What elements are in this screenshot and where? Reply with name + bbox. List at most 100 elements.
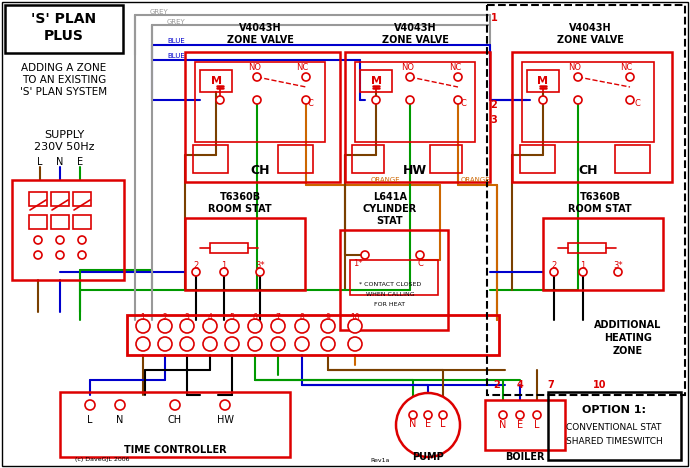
Text: T6360B: T6360B	[580, 192, 620, 202]
Bar	[520, 145, 555, 173]
Text: BLUE: BLUE	[167, 53, 185, 59]
Text: N: N	[500, 420, 506, 430]
Text: E: E	[425, 419, 431, 429]
Text: 2: 2	[163, 314, 168, 322]
Text: 9: 9	[326, 314, 331, 322]
Text: BLUE: BLUE	[167, 38, 185, 44]
Circle shape	[203, 319, 217, 333]
Circle shape	[614, 268, 622, 276]
Bar	[185, 218, 305, 290]
Circle shape	[158, 319, 172, 333]
Bar	[485, 400, 565, 450]
Text: CONVENTIONAL STAT: CONVENTIONAL STAT	[566, 424, 662, 432]
Circle shape	[406, 96, 414, 104]
Text: N: N	[57, 157, 63, 167]
Circle shape	[396, 393, 460, 457]
Bar	[60, 392, 290, 457]
Circle shape	[34, 236, 42, 244]
Text: PLUS: PLUS	[44, 29, 84, 43]
Text: 2: 2	[193, 261, 199, 270]
Bar	[352, 145, 384, 173]
Circle shape	[203, 337, 217, 351]
Text: ROOM STAT: ROOM STAT	[568, 204, 632, 214]
Text: C: C	[417, 258, 423, 268]
Text: NO: NO	[402, 64, 415, 73]
Text: CH: CH	[578, 163, 598, 176]
Circle shape	[136, 337, 150, 351]
Circle shape	[78, 251, 86, 259]
Bar	[543, 218, 663, 290]
Circle shape	[439, 411, 447, 419]
Text: 3: 3	[491, 115, 497, 125]
Text: L641A: L641A	[373, 192, 407, 202]
Text: N: N	[117, 415, 124, 425]
Bar	[193, 145, 228, 173]
Circle shape	[533, 411, 541, 419]
Bar	[185, 52, 340, 182]
Text: * CONTACT CLOSED: * CONTACT CLOSED	[359, 283, 421, 287]
Text: C: C	[307, 98, 313, 108]
Text: 1*: 1*	[353, 258, 363, 268]
Circle shape	[115, 400, 125, 410]
Text: WHEN CALLING: WHEN CALLING	[366, 292, 414, 298]
Text: OPTION 1:: OPTION 1:	[582, 405, 646, 415]
Text: 'S' PLAN: 'S' PLAN	[32, 12, 97, 26]
Text: NC: NC	[449, 64, 461, 73]
Text: 3*: 3*	[613, 261, 623, 270]
Text: 10: 10	[351, 314, 359, 322]
Text: M: M	[538, 76, 549, 86]
Circle shape	[56, 236, 64, 244]
Circle shape	[85, 400, 95, 410]
Text: 2: 2	[493, 380, 500, 390]
Text: SHARED TIMESWITCH: SHARED TIMESWITCH	[566, 438, 662, 446]
Bar	[340, 230, 448, 330]
Circle shape	[416, 251, 424, 259]
Circle shape	[56, 251, 64, 259]
Text: M: M	[210, 76, 221, 86]
Text: ROOM STAT: ROOM STAT	[208, 204, 272, 214]
Text: GREY: GREY	[150, 9, 169, 15]
Text: V4043H: V4043H	[239, 23, 282, 33]
Bar	[73, 215, 91, 229]
Text: 1: 1	[221, 261, 226, 270]
Text: 4: 4	[208, 314, 213, 322]
Bar	[5, 5, 123, 53]
Text: ZONE: ZONE	[613, 346, 643, 356]
Text: L: L	[87, 415, 92, 425]
Text: (c) DaveGJL 2006: (c) DaveGJL 2006	[75, 458, 130, 462]
Text: ADDING A ZONE: ADDING A ZONE	[21, 63, 107, 73]
Circle shape	[180, 337, 194, 351]
Circle shape	[302, 96, 310, 104]
Text: 'S' PLAN SYSTEM: 'S' PLAN SYSTEM	[21, 87, 108, 97]
Bar	[200, 70, 232, 92]
Bar	[210, 243, 248, 253]
Circle shape	[409, 411, 417, 419]
Text: HEATING: HEATING	[604, 333, 652, 343]
Circle shape	[550, 268, 558, 276]
Text: BOILER: BOILER	[505, 452, 544, 462]
Circle shape	[454, 73, 462, 81]
Circle shape	[225, 337, 239, 351]
Text: NC: NC	[296, 64, 308, 73]
Text: GREY: GREY	[167, 19, 186, 25]
Text: 4: 4	[517, 380, 524, 390]
Circle shape	[34, 251, 42, 259]
Text: ORANGE: ORANGE	[371, 177, 400, 183]
Text: TIME CONTROLLER: TIME CONTROLLER	[124, 445, 226, 455]
Bar	[73, 192, 91, 206]
Text: CH: CH	[250, 163, 270, 176]
Circle shape	[295, 319, 309, 333]
Text: STAT: STAT	[377, 216, 404, 226]
Bar	[51, 192, 69, 206]
Bar	[430, 145, 462, 173]
Circle shape	[539, 96, 547, 104]
Circle shape	[271, 337, 285, 351]
Text: 7: 7	[275, 314, 280, 322]
Circle shape	[271, 319, 285, 333]
Text: 8: 8	[299, 314, 304, 322]
Text: L: L	[534, 420, 540, 430]
Bar	[360, 70, 392, 92]
Text: 7: 7	[548, 380, 554, 390]
Text: NC: NC	[620, 64, 632, 73]
Text: E: E	[517, 420, 523, 430]
